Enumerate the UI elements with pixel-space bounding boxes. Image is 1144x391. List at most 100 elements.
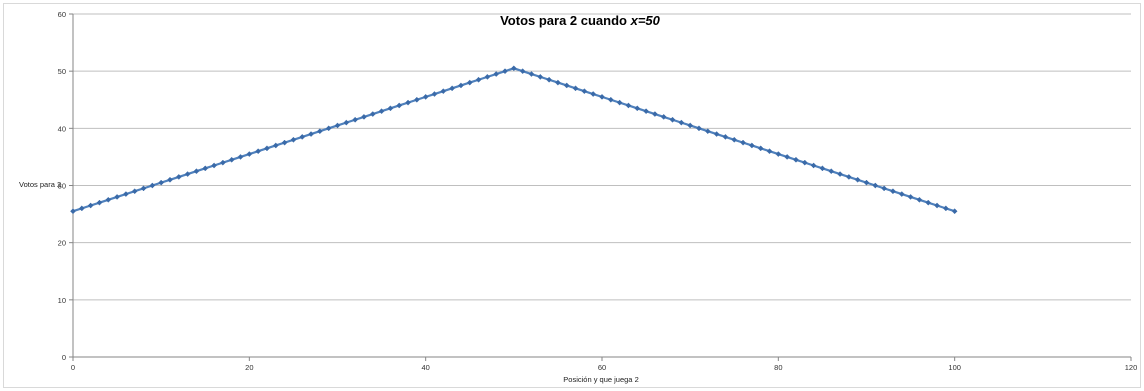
data-point <box>766 148 773 155</box>
x-tick-label: 100 <box>948 363 961 372</box>
data-point <box>537 74 544 80</box>
data-point <box>793 156 799 163</box>
y-tick-label: 0 <box>62 353 66 362</box>
data-point <box>581 88 588 95</box>
data-point <box>484 74 491 80</box>
x-tick-label: 60 <box>598 363 606 372</box>
data-point <box>458 82 464 89</box>
data-point <box>202 165 209 172</box>
data-point <box>652 111 658 117</box>
data-point <box>784 154 791 160</box>
y-tick-label: 40 <box>58 124 66 133</box>
y-tick-label: 10 <box>58 296 66 305</box>
data-point <box>731 136 738 143</box>
data-point <box>70 208 76 215</box>
data-point <box>255 148 262 155</box>
data-point <box>105 196 112 203</box>
data-point <box>440 88 447 95</box>
data-point <box>264 145 270 152</box>
data-point <box>87 202 94 209</box>
y-tick-label: 50 <box>58 67 66 76</box>
data-point <box>519 68 526 75</box>
data-point <box>502 68 508 75</box>
y-axis-label: Votos para 2 <box>19 180 61 189</box>
y-tick-label: 20 <box>58 239 66 248</box>
data-point <box>528 71 535 77</box>
data-point <box>757 145 764 152</box>
y-tick-label: 30 <box>58 182 66 191</box>
data-point <box>660 114 667 120</box>
data-point <box>696 125 702 132</box>
data-point <box>599 94 605 100</box>
data-point <box>881 185 888 192</box>
data-point <box>396 102 403 109</box>
data-point <box>563 82 570 89</box>
gridlines <box>73 13 1131 301</box>
data-point <box>475 76 482 83</box>
data-point <box>352 116 359 123</box>
data-point <box>405 99 411 106</box>
data-point <box>775 151 782 157</box>
data-point <box>387 105 394 112</box>
x-tick-label: 40 <box>421 363 429 372</box>
data-point <box>422 94 429 100</box>
data-point <box>140 185 147 192</box>
data-point <box>687 122 694 129</box>
data-point <box>237 154 244 160</box>
data-point <box>431 91 438 97</box>
x-tick-label: 80 <box>774 363 782 372</box>
data-point <box>810 162 817 169</box>
data-point <box>96 199 103 206</box>
x-tick-label: 20 <box>245 363 253 372</box>
data-point <box>916 196 923 203</box>
data-point <box>625 102 632 109</box>
data-point <box>316 128 323 135</box>
data-point <box>643 108 649 115</box>
data-point <box>854 176 861 183</box>
data-point <box>149 182 156 189</box>
data-point <box>828 168 835 175</box>
data-point <box>466 79 473 86</box>
data-point <box>449 85 455 92</box>
data-point <box>951 208 958 215</box>
data-point <box>510 65 517 72</box>
data-point <box>158 179 165 186</box>
axes <box>69 13 1132 361</box>
data-point <box>546 76 552 83</box>
data-point <box>607 96 614 103</box>
chart-title: Votos para 2 cuando x=50 <box>500 13 661 28</box>
data-point <box>281 139 288 146</box>
series-line <box>72 67 956 213</box>
data-point <box>123 191 129 197</box>
data-point <box>678 119 685 126</box>
data-point <box>131 188 138 195</box>
data-point <box>863 179 870 186</box>
x-tick-labels: 0 20 40 60 80 100 120 <box>71 363 1137 372</box>
data-point <box>801 159 808 166</box>
data-point <box>299 134 306 140</box>
series-markers <box>70 65 958 215</box>
data-point <box>740 139 746 146</box>
data-point <box>555 79 561 86</box>
data-point <box>211 162 217 169</box>
data-point <box>934 202 940 209</box>
y-tick-labels: 0 10 20 30 40 50 60 <box>58 10 66 362</box>
data-point <box>634 105 641 112</box>
data-point <box>228 156 235 163</box>
data-point <box>343 119 350 126</box>
data-point <box>590 91 597 97</box>
data-point <box>114 194 120 200</box>
data-point <box>898 191 905 197</box>
data-point <box>845 174 852 180</box>
data-point <box>837 171 843 177</box>
data-point <box>272 142 279 149</box>
data-point <box>184 171 191 177</box>
data-point <box>872 182 879 189</box>
x-axis-label: Posición y que juega 2 <box>563 375 638 384</box>
data-point <box>308 131 314 137</box>
data-point <box>722 134 729 140</box>
data-point <box>290 136 297 143</box>
data-point <box>334 122 341 129</box>
x-tick-label: 120 <box>1125 363 1138 372</box>
